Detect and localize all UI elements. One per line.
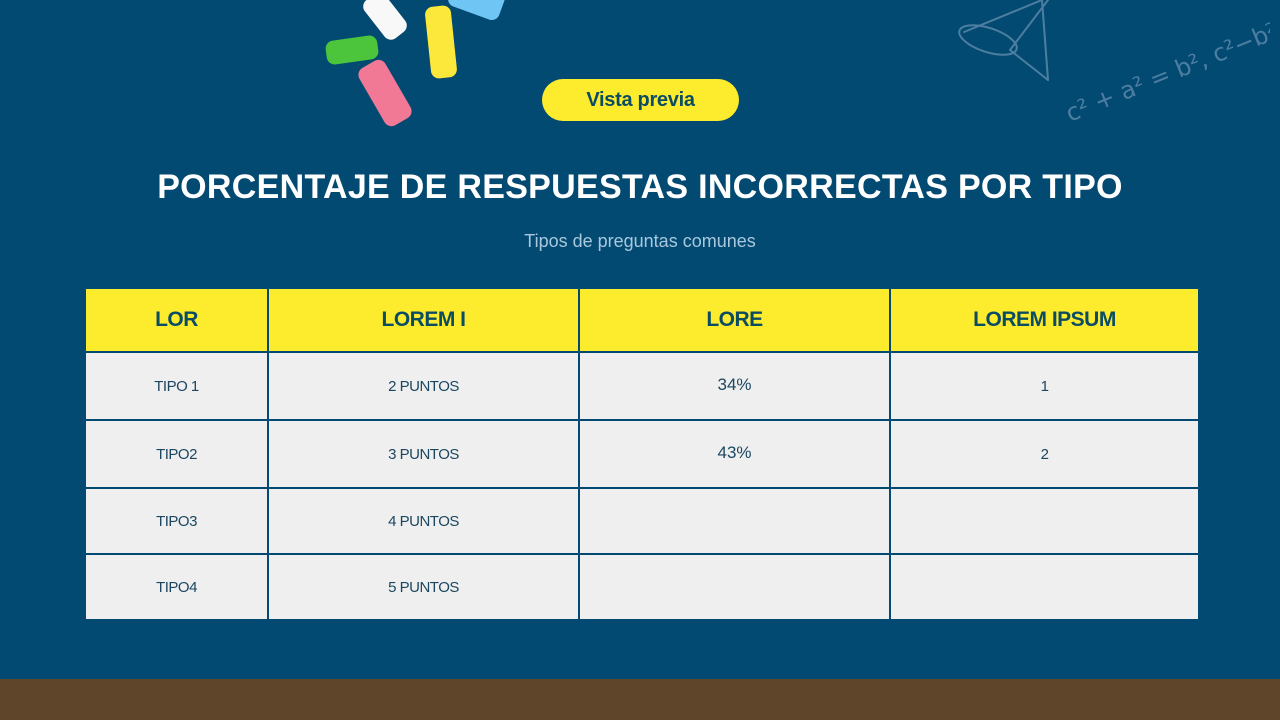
table-cell: TIPO4	[84, 553, 269, 621]
yellow-chalk-icon	[424, 4, 458, 80]
table-row: TIPO 1 2 PUNTOS 34% 1	[84, 351, 1200, 421]
math-doodle-icon: c² + a² = b², c²−b²+a²	[958, 0, 1270, 128]
table-cell: TIPO 1	[84, 351, 269, 421]
table-cell	[889, 553, 1200, 621]
table-row: TIPO4 5 PUNTOS	[84, 553, 1200, 621]
table-cell: 34%	[578, 351, 891, 421]
table-cell: 1	[889, 351, 1200, 421]
column-header: LOREM IPSUM	[889, 287, 1200, 353]
page-title: PORCENTAJE DE RESPUESTAS INCORRECTAS POR…	[157, 168, 1123, 206]
column-header: LOR	[84, 287, 269, 353]
table-row: TIPO3 4 PUNTOS	[84, 487, 1200, 555]
chalk-decoration	[320, 0, 509, 150]
column-header: LORE	[578, 287, 891, 353]
table-cell: 5 PUNTOS	[267, 553, 580, 621]
column-header: LOREM I	[267, 287, 580, 353]
formula-text: c² + a² = b², c²−b²+a²	[1062, 0, 1270, 127]
pink-chalk-icon	[355, 56, 415, 130]
table-cell: TIPO3	[84, 487, 269, 555]
chalkboard-background: c² + a² = b², c²−b²+a² Vista previa PORC…	[84, 0, 1270, 621]
blue-chalk-icon	[445, 0, 509, 23]
table-cell: 4 PUNTOS	[267, 487, 580, 555]
table-header-row: LOR LOREM I LORE LOREM IPSUM	[84, 287, 1200, 353]
results-table: LOR LOREM I LORE LOREM IPSUM TIPO 1 2 PU…	[84, 287, 1200, 621]
table-cell: 3 PUNTOS	[267, 419, 580, 489]
table-cell: 2	[889, 419, 1200, 489]
floor-strip	[0, 679, 1280, 720]
table-cell: 43%	[578, 419, 891, 489]
page-subtitle: Tipos de preguntas comunes	[524, 231, 756, 251]
table-cell: 2 PUNTOS	[267, 351, 580, 421]
preview-button[interactable]: Vista previa	[542, 79, 739, 121]
table-row: TIPO2 3 PUNTOS 43% 2	[84, 419, 1200, 489]
table-cell	[889, 487, 1200, 555]
table-cell	[578, 553, 891, 621]
table-cell	[578, 487, 891, 555]
table-cell: TIPO2	[84, 419, 269, 489]
green-chalk-icon	[324, 34, 380, 66]
